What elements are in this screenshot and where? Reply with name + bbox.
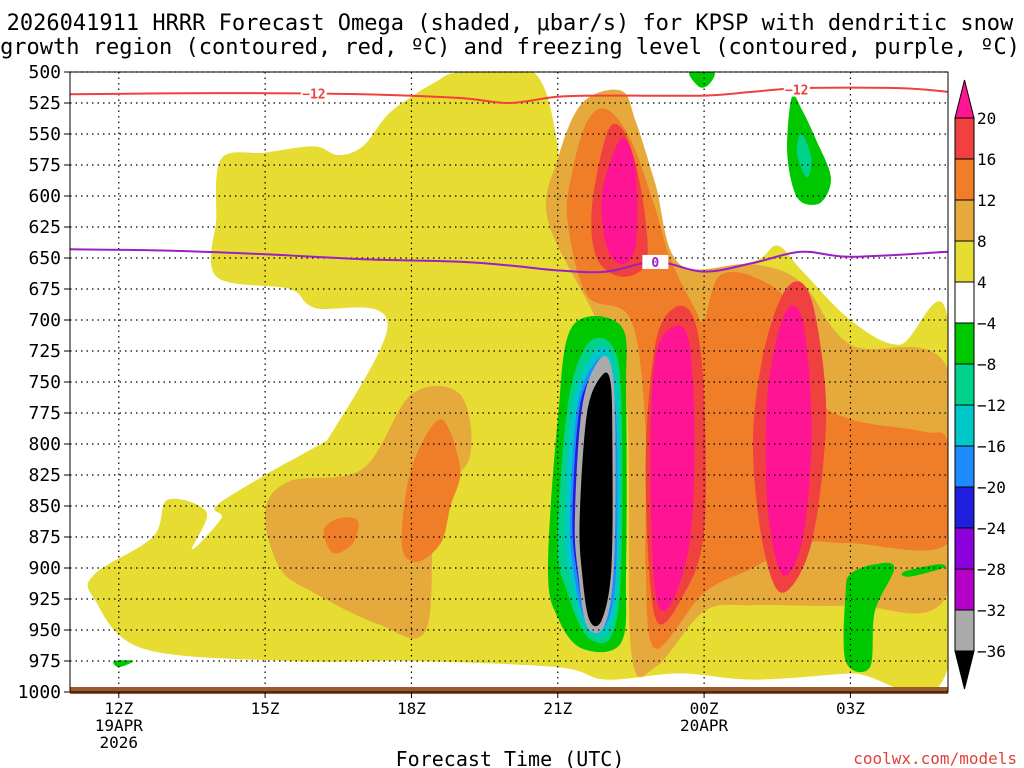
- y-axis: 500 525 550 575 600 625 650 675 700 725 750 775 800 8…: [18, 62, 70, 703]
- omega-region-21: [796, 133, 812, 178]
- y-tick-label: 925: [28, 589, 61, 610]
- x-tick-label: 00Z: [690, 699, 719, 718]
- y-tick-label: 750: [28, 372, 61, 393]
- omega-region-5: [323, 517, 359, 554]
- omega-region-19: [579, 372, 613, 627]
- colorbar-segment: [954, 240, 975, 283]
- y-tick-label: 650: [28, 248, 61, 269]
- credit-text: coolwx.com/models: [853, 749, 1017, 768]
- colorbar-segment: [954, 609, 975, 652]
- colorbar-label: 16: [977, 150, 996, 169]
- omega-shading: [87, 72, 948, 692]
- chart-title-line1: 2026041911 HRRR Forecast Omega (shaded, …: [7, 11, 1014, 36]
- y-tick-label: 625: [28, 217, 61, 238]
- x-tick-label: 2026: [100, 733, 139, 752]
- x-tick-label: 21Z: [543, 699, 572, 718]
- colorbar: 20 16 12 8 4 −4 −8 −12 −16 −20 −24 −28 −32 −36: [954, 79, 1006, 690]
- contour-label: 0: [651, 256, 659, 271]
- colorbar-label: 4: [977, 273, 987, 292]
- contour-line-1: [69, 248, 949, 274]
- colorbar-segment: [954, 486, 975, 529]
- x-tick-label: 20APR: [680, 716, 729, 735]
- colorbar-label: −32: [977, 601, 1006, 620]
- x-tick-label: 12Z: [104, 699, 133, 718]
- y-tick-label: 775: [28, 403, 61, 424]
- contour-label: −12: [302, 87, 325, 102]
- colorbar-segment: [954, 363, 975, 406]
- y-tick-label: 700: [28, 310, 61, 331]
- colorbar-label: −4: [977, 314, 996, 333]
- omega-region-24: [901, 564, 946, 577]
- omega-region-23: [843, 562, 895, 673]
- omega-region-22: [689, 72, 715, 88]
- y-tick-label: 875: [28, 527, 61, 548]
- y-tick-label: 525: [28, 93, 61, 114]
- colorbar-label: −24: [977, 519, 1006, 538]
- contour-label-bg: [783, 82, 810, 97]
- omega-region-4: [401, 419, 461, 562]
- y-tick-label: 950: [28, 620, 61, 641]
- y-tick-label: 500: [28, 62, 61, 83]
- colorbar-segment: [954, 404, 975, 447]
- colorbar-segment: [954, 158, 975, 201]
- omega-region-10: [650, 325, 695, 611]
- colorbar-label: 8: [977, 232, 987, 251]
- y-tick-label: 900: [28, 558, 61, 579]
- colorbar-segment: [954, 117, 975, 160]
- y-tick-label: 1000: [18, 682, 61, 703]
- colorbar-label: −36: [977, 642, 1006, 661]
- colorbar-label: 12: [977, 191, 996, 210]
- colorbar-segment: [954, 199, 975, 242]
- omega-region-11: [765, 305, 812, 576]
- colorbar-top-triangle: [954, 79, 975, 119]
- y-tick-label: 800: [28, 434, 61, 455]
- ground-surface: [70, 687, 948, 694]
- colorbar-segment: [954, 445, 975, 488]
- colorbar-bottom-triangle: [954, 650, 975, 690]
- x-tick-label: 03Z: [836, 699, 865, 718]
- contour-label-bg: [642, 254, 669, 269]
- colorbar-label: −8: [977, 355, 996, 374]
- chart-title-line2: growth region (contoured, red, ºC) and f…: [0, 35, 1020, 60]
- x-axis-label: Forecast Time (UTC): [396, 747, 625, 768]
- y-tick-label: 850: [28, 496, 61, 517]
- colorbar-segment: [954, 322, 975, 365]
- colorbar-segment: [954, 527, 975, 570]
- x-tick-label: 15Z: [251, 699, 280, 718]
- colorbar-label: −28: [977, 560, 1006, 579]
- colorbar-label: −12: [977, 396, 1006, 415]
- contour-lines: −12 −12 0: [69, 82, 949, 274]
- colorbar-segment: [954, 281, 975, 324]
- y-tick-label: 725: [28, 341, 61, 362]
- colorbar-label: −20: [977, 478, 1006, 497]
- x-tick-label: 19APR: [95, 716, 144, 735]
- colorbar-label: −16: [977, 437, 1006, 456]
- y-tick-label: 550: [28, 124, 61, 145]
- y-tick-label: 825: [28, 465, 61, 486]
- contour-label-bg: [300, 86, 327, 101]
- grid-lines: [70, 71, 948, 693]
- colorbar-label: 20: [977, 109, 996, 128]
- y-tick-label: 575: [28, 155, 61, 176]
- omega-region-9: [601, 137, 638, 265]
- plot-area: −12 −12 0: [69, 71, 949, 694]
- colorbar-segment: [954, 568, 975, 611]
- x-tick-label: 18Z: [397, 699, 426, 718]
- y-tick-label: 675: [28, 279, 61, 300]
- y-tick-label: 975: [28, 651, 61, 672]
- y-tick-label: 600: [28, 186, 61, 207]
- contour-label: −12: [785, 84, 808, 99]
